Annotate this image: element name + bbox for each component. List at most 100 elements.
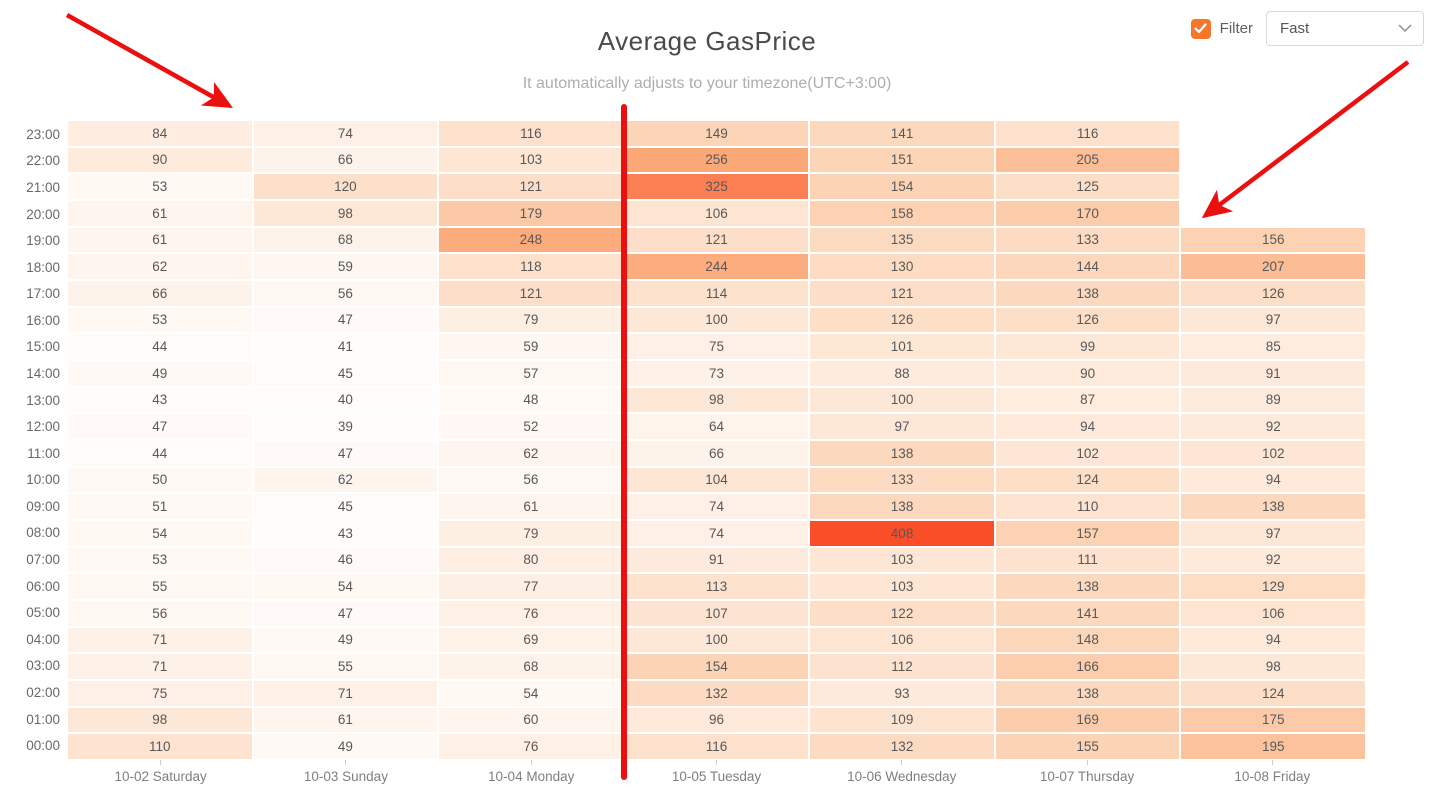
- heatmap-cell[interactable]: 71: [68, 654, 252, 679]
- heatmap-cell[interactable]: 121: [624, 227, 809, 253]
- heatmap-cell[interactable]: 69: [439, 627, 623, 653]
- heatmap-cell[interactable]: 97: [810, 414, 994, 439]
- heatmap-cell[interactable]: 61: [253, 707, 438, 733]
- heatmap-cell[interactable]: 66: [68, 280, 252, 306]
- heatmap-cell[interactable]: 106: [1181, 600, 1365, 626]
- heatmap-cell[interactable]: 155: [995, 734, 1180, 759]
- heatmap-cell[interactable]: 325: [624, 174, 809, 199]
- heatmap-cell[interactable]: 50: [68, 467, 252, 493]
- heatmap-cell[interactable]: 100: [624, 627, 809, 653]
- heatmap-cell[interactable]: 110: [68, 734, 252, 759]
- heatmap-cell[interactable]: 62: [253, 467, 438, 493]
- heatmap-cell[interactable]: 76: [439, 734, 623, 759]
- heatmap-cell[interactable]: 179: [439, 200, 623, 226]
- heatmap-cell[interactable]: 116: [995, 121, 1180, 146]
- heatmap-cell[interactable]: 106: [810, 627, 994, 653]
- heatmap-cell[interactable]: 148: [995, 627, 1180, 653]
- heatmap-cell[interactable]: 149: [624, 121, 809, 146]
- heatmap-cell[interactable]: 120: [253, 174, 438, 199]
- heatmap-cell[interactable]: 57: [439, 360, 623, 386]
- heatmap-cell[interactable]: 156: [1181, 227, 1365, 253]
- heatmap-cell[interactable]: 45: [253, 494, 438, 519]
- heatmap-cell[interactable]: 79: [439, 520, 623, 546]
- heatmap-cell[interactable]: 97: [1181, 520, 1365, 546]
- heatmap-cell[interactable]: 79: [439, 307, 623, 333]
- heatmap-cell[interactable]: 94: [1181, 627, 1365, 653]
- heatmap-cell[interactable]: 104: [624, 467, 809, 493]
- heatmap-cell[interactable]: 101: [810, 334, 994, 359]
- heatmap-cell[interactable]: 48: [439, 387, 623, 413]
- heatmap-cell[interactable]: 99: [995, 334, 1180, 359]
- heatmap-cell[interactable]: 61: [68, 200, 252, 226]
- heatmap-cell[interactable]: 94: [995, 414, 1180, 439]
- heatmap-cell[interactable]: 126: [995, 307, 1180, 333]
- heatmap-cell[interactable]: 60: [439, 707, 623, 733]
- heatmap-cell[interactable]: 62: [439, 440, 623, 466]
- heatmap-cell[interactable]: 49: [253, 734, 438, 759]
- heatmap-cell[interactable]: 244: [624, 254, 809, 279]
- heatmap-cell[interactable]: 138: [810, 494, 994, 519]
- heatmap-cell[interactable]: 126: [1181, 280, 1365, 306]
- heatmap-cell[interactable]: 39: [253, 414, 438, 439]
- heatmap-cell[interactable]: 109: [810, 707, 994, 733]
- heatmap-cell[interactable]: 144: [995, 254, 1180, 279]
- heatmap-cell[interactable]: 138: [995, 574, 1180, 599]
- heatmap-cell[interactable]: 49: [253, 627, 438, 653]
- heatmap-cell[interactable]: 141: [995, 600, 1180, 626]
- heatmap-cell[interactable]: 132: [624, 680, 809, 706]
- heatmap-cell[interactable]: 62: [68, 254, 252, 279]
- heatmap-cell[interactable]: 47: [253, 440, 438, 466]
- heatmap-cell[interactable]: 154: [810, 174, 994, 199]
- heatmap-cell[interactable]: 53: [68, 547, 252, 573]
- heatmap-cell[interactable]: 151: [810, 147, 994, 173]
- heatmap-cell[interactable]: 158: [810, 200, 994, 226]
- heatmap-cell[interactable]: 175: [1181, 707, 1365, 733]
- heatmap-cell[interactable]: 121: [439, 174, 623, 199]
- heatmap-cell[interactable]: 47: [253, 307, 438, 333]
- heatmap-cell[interactable]: 90: [995, 360, 1180, 386]
- heatmap-cell[interactable]: 91: [1181, 360, 1365, 386]
- heatmap-cell[interactable]: 87: [995, 387, 1180, 413]
- heatmap-cell[interactable]: 56: [68, 600, 252, 626]
- heatmap-cell[interactable]: 133: [810, 467, 994, 493]
- heatmap-cell[interactable]: 45: [253, 360, 438, 386]
- heatmap-cell[interactable]: 43: [253, 520, 438, 546]
- heatmap-cell[interactable]: 113: [624, 574, 809, 599]
- filter-checkbox[interactable]: [1190, 18, 1211, 39]
- heatmap-cell[interactable]: 55: [253, 654, 438, 679]
- heatmap-cell[interactable]: 85: [1181, 334, 1365, 359]
- speed-select[interactable]: Fast: [1266, 11, 1424, 46]
- heatmap-cell[interactable]: 56: [253, 280, 438, 306]
- heatmap-cell[interactable]: 73: [624, 360, 809, 386]
- heatmap-cell[interactable]: 71: [68, 627, 252, 653]
- heatmap-cell[interactable]: 97: [1181, 307, 1365, 333]
- heatmap-cell[interactable]: 84: [68, 121, 252, 146]
- heatmap-cell[interactable]: 59: [253, 254, 438, 279]
- heatmap-cell[interactable]: 77: [439, 574, 623, 599]
- heatmap-cell[interactable]: 96: [624, 707, 809, 733]
- heatmap-cell[interactable]: 124: [1181, 680, 1365, 706]
- heatmap-cell[interactable]: 54: [68, 520, 252, 546]
- heatmap-cell[interactable]: 103: [439, 147, 623, 173]
- heatmap-cell[interactable]: 47: [253, 600, 438, 626]
- heatmap-cell[interactable]: 56: [439, 467, 623, 493]
- heatmap-cell[interactable]: 114: [624, 280, 809, 306]
- heatmap-cell[interactable]: 59: [439, 334, 623, 359]
- heatmap-cell[interactable]: 169: [995, 707, 1180, 733]
- heatmap-cell[interactable]: 89: [1181, 387, 1365, 413]
- heatmap-cell[interactable]: 61: [439, 494, 623, 519]
- heatmap-cell[interactable]: 132: [810, 734, 994, 759]
- heatmap-cell[interactable]: 195: [1181, 734, 1365, 759]
- heatmap-cell[interactable]: 98: [624, 387, 809, 413]
- heatmap-cell[interactable]: 102: [1181, 440, 1365, 466]
- heatmap-cell[interactable]: 43: [68, 387, 252, 413]
- heatmap-cell[interactable]: 75: [624, 334, 809, 359]
- heatmap-cell[interactable]: 138: [995, 280, 1180, 306]
- heatmap-cell[interactable]: 100: [624, 307, 809, 333]
- heatmap-cell[interactable]: 408: [810, 520, 994, 546]
- heatmap-cell[interactable]: 98: [253, 200, 438, 226]
- heatmap-cell[interactable]: 100: [810, 387, 994, 413]
- heatmap-cell[interactable]: 98: [1181, 654, 1365, 679]
- heatmap-cell[interactable]: 54: [439, 680, 623, 706]
- heatmap-cell[interactable]: 92: [1181, 414, 1365, 439]
